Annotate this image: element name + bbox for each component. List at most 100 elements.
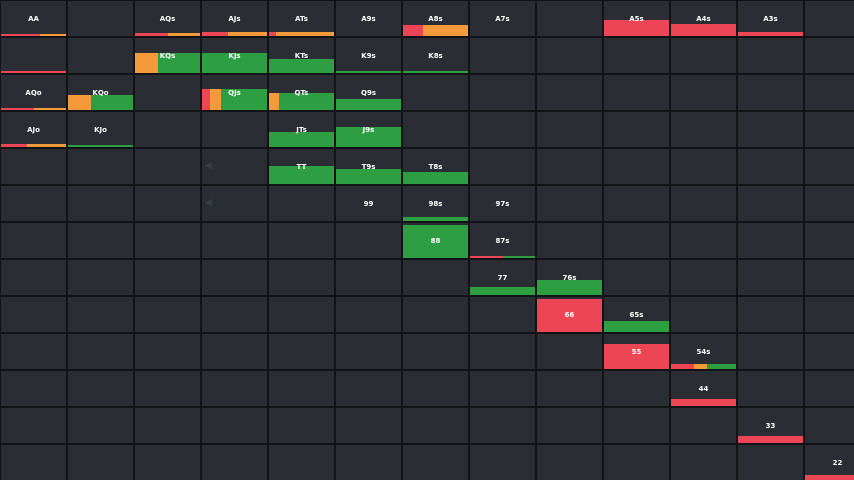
hand-cell-empty[interactable] — [805, 371, 854, 406]
hand-cell-empty[interactable] — [537, 371, 602, 406]
hand-cell-empty[interactable] — [537, 75, 602, 110]
hand-cell-empty[interactable] — [135, 149, 200, 184]
hand-cell-empty[interactable] — [537, 1, 602, 36]
hand-cell-empty[interactable] — [470, 408, 535, 443]
hand-cell-empty[interactable] — [403, 445, 468, 480]
hand-cell-empty[interactable] — [738, 112, 803, 147]
hand-cell-empty[interactable] — [805, 75, 854, 110]
hand-cell-JTs[interactable]: JTs — [269, 112, 334, 147]
hand-cell-empty[interactable] — [738, 75, 803, 110]
hand-cell-empty[interactable] — [604, 408, 669, 443]
hand-cell-empty[interactable] — [671, 297, 736, 332]
hand-cell-empty[interactable] — [671, 408, 736, 443]
hand-cell-empty[interactable] — [68, 371, 133, 406]
hand-cell-empty[interactable] — [68, 38, 133, 73]
hand-cell-empty[interactable] — [68, 223, 133, 258]
hand-cell-KQo[interactable]: KQo — [68, 75, 133, 110]
hand-cell-empty[interactable] — [403, 112, 468, 147]
hand-cell-empty[interactable] — [202, 186, 267, 221]
hand-cell-empty[interactable] — [68, 297, 133, 332]
hand-cell-empty[interactable] — [738, 297, 803, 332]
hand-cell-empty[interactable] — [68, 149, 133, 184]
hand-cell-empty[interactable] — [68, 186, 133, 221]
hand-cell-99[interactable]: 99 — [336, 186, 401, 221]
hand-cell-empty[interactable] — [336, 260, 401, 295]
hand-cell-55[interactable]: 55 — [604, 334, 669, 369]
hand-cell-empty[interactable] — [738, 38, 803, 73]
hand-cell-empty[interactable] — [269, 408, 334, 443]
hand-cell-empty[interactable] — [470, 445, 535, 480]
hand-cell-KJs[interactable]: KJs — [202, 38, 267, 73]
hand-cell-empty[interactable] — [135, 371, 200, 406]
hand-cell-T8s[interactable]: T8s — [403, 149, 468, 184]
hand-cell-empty[interactable] — [671, 112, 736, 147]
hand-cell-empty[interactable] — [671, 223, 736, 258]
hand-cell-44[interactable]: 44 — [671, 371, 736, 406]
hand-cell-empty[interactable] — [805, 186, 854, 221]
hand-cell-empty[interactable] — [403, 75, 468, 110]
hand-cell-empty[interactable] — [470, 297, 535, 332]
hand-cell-empty[interactable] — [1, 38, 66, 73]
hand-cell-empty[interactable] — [135, 297, 200, 332]
hand-cell-88[interactable]: 88 — [403, 223, 468, 258]
hand-cell-empty[interactable] — [537, 408, 602, 443]
hand-cell-empty[interactable] — [1, 260, 66, 295]
hand-cell-empty[interactable] — [336, 223, 401, 258]
hand-cell-empty[interactable] — [537, 112, 602, 147]
hand-cell-76s[interactable]: 76s — [537, 260, 602, 295]
hand-cell-empty[interactable] — [470, 38, 535, 73]
hand-cell-empty[interactable] — [269, 297, 334, 332]
hand-cell-empty[interactable] — [805, 260, 854, 295]
hand-cell-22[interactable]: 22 — [805, 445, 854, 480]
hand-cell-A9s[interactable]: A9s — [336, 1, 401, 36]
hand-cell-empty[interactable] — [805, 112, 854, 147]
hand-cell-empty[interactable] — [537, 334, 602, 369]
hand-cell-empty[interactable] — [202, 223, 267, 258]
hand-cell-empty[interactable] — [135, 260, 200, 295]
hand-cell-empty[interactable] — [202, 408, 267, 443]
hand-cell-empty[interactable] — [604, 112, 669, 147]
hand-cell-empty[interactable] — [738, 371, 803, 406]
hand-cell-empty[interactable] — [738, 445, 803, 480]
hand-cell-empty[interactable] — [671, 38, 736, 73]
hand-cell-AJs[interactable]: AJs — [202, 1, 267, 36]
hand-cell-empty[interactable] — [604, 186, 669, 221]
hand-cell-empty[interactable] — [738, 334, 803, 369]
hand-cell-empty[interactable] — [269, 186, 334, 221]
hand-cell-empty[interactable] — [403, 408, 468, 443]
hand-cell-empty[interactable] — [1, 334, 66, 369]
hand-cell-AA[interactable]: AA — [1, 1, 66, 36]
hand-cell-empty[interactable] — [805, 149, 854, 184]
hand-cell-empty[interactable] — [671, 260, 736, 295]
hand-cell-QJs[interactable]: QJs — [202, 75, 267, 110]
hand-cell-empty[interactable] — [537, 38, 602, 73]
hand-cell-empty[interactable] — [537, 223, 602, 258]
hand-cell-empty[interactable] — [805, 408, 854, 443]
hand-cell-empty[interactable] — [805, 297, 854, 332]
hand-cell-87s[interactable]: 87s — [470, 223, 535, 258]
hand-cell-empty[interactable] — [738, 223, 803, 258]
hand-cell-A5s[interactable]: A5s — [604, 1, 669, 36]
hand-cell-empty[interactable] — [1, 371, 66, 406]
hand-cell-J9s[interactable]: J9s — [336, 112, 401, 147]
hand-cell-65s[interactable]: 65s — [604, 297, 669, 332]
hand-cell-empty[interactable] — [470, 334, 535, 369]
hand-cell-empty[interactable] — [269, 445, 334, 480]
hand-cell-empty[interactable] — [336, 334, 401, 369]
hand-cell-KQs[interactable]: KQs — [135, 38, 200, 73]
hand-cell-33[interactable]: 33 — [738, 408, 803, 443]
hand-cell-empty[interactable] — [537, 149, 602, 184]
hand-cell-77[interactable]: 77 — [470, 260, 535, 295]
hand-cell-TT[interactable]: TT — [269, 149, 334, 184]
hand-cell-empty[interactable] — [537, 445, 602, 480]
hand-cell-empty[interactable] — [403, 371, 468, 406]
hand-cell-empty[interactable] — [470, 112, 535, 147]
hand-cell-empty[interactable] — [68, 1, 133, 36]
hand-cell-A3s[interactable]: A3s — [738, 1, 803, 36]
hand-cell-empty[interactable] — [671, 149, 736, 184]
hand-cell-A4s[interactable]: A4s — [671, 1, 736, 36]
hand-cell-empty[interactable] — [202, 371, 267, 406]
hand-cell-empty[interactable] — [805, 38, 854, 73]
hand-cell-empty[interactable] — [1, 186, 66, 221]
hand-cell-empty[interactable] — [604, 223, 669, 258]
